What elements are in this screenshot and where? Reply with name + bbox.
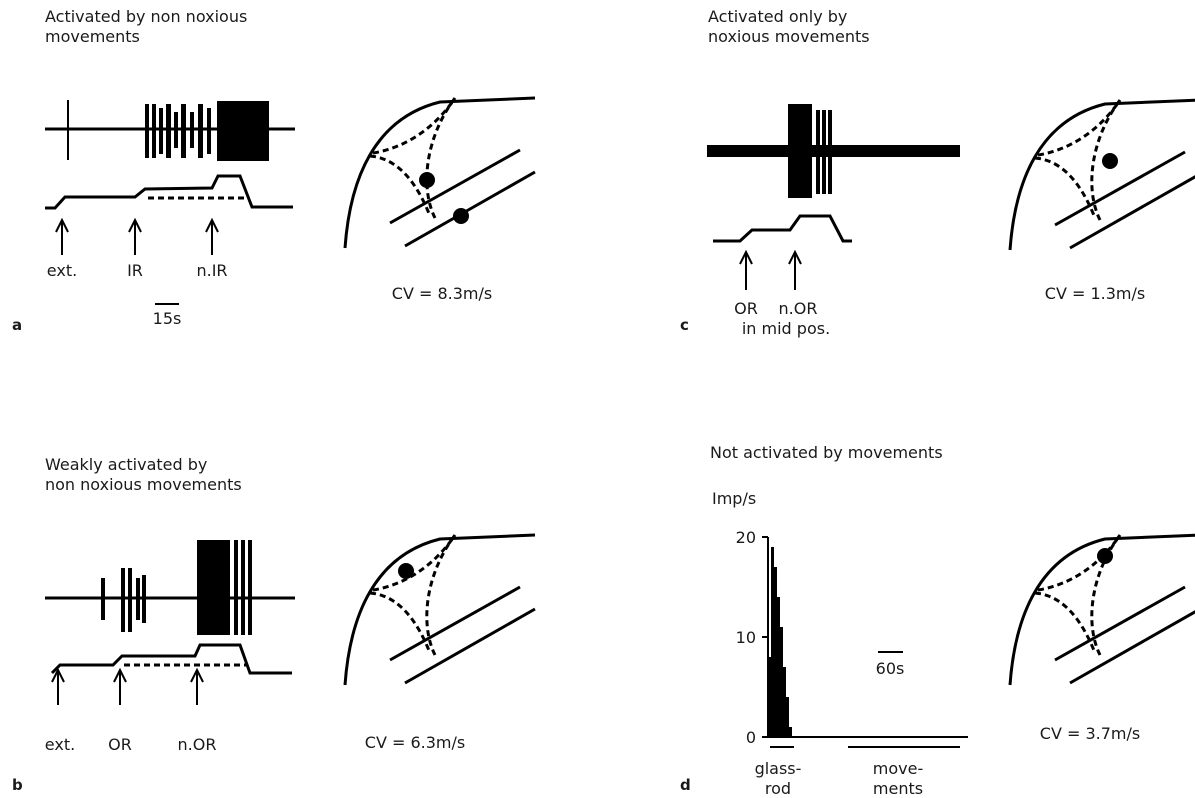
arrows bbox=[56, 220, 218, 255]
receptive-field bbox=[453, 208, 469, 224]
histogram-bar bbox=[774, 567, 777, 737]
marker-label: OR bbox=[734, 299, 758, 318]
stimulus-label: glass- bbox=[755, 759, 802, 778]
spike-train bbox=[707, 104, 960, 198]
histogram-bar bbox=[783, 667, 786, 737]
y-tick-label: 0 bbox=[746, 728, 756, 747]
title: Activated only by bbox=[708, 7, 847, 26]
spike-train bbox=[45, 100, 295, 161]
stimulus-trace bbox=[45, 176, 293, 208]
marker-label: OR bbox=[108, 735, 132, 754]
title: Weakly activated by bbox=[45, 455, 207, 474]
scale-label: 15s bbox=[153, 309, 182, 328]
panel-letter: a bbox=[12, 316, 22, 334]
histogram-bar bbox=[768, 657, 771, 737]
panel-letter: c bbox=[680, 316, 689, 334]
histogram-bar bbox=[777, 597, 780, 737]
joint-diagram bbox=[1010, 100, 1195, 250]
title: Activated by non noxious bbox=[45, 7, 247, 26]
cv-label: CV = 3.7m/s bbox=[1040, 724, 1140, 743]
receptive-field bbox=[1102, 153, 1118, 169]
marker-note: in mid pos. bbox=[742, 319, 830, 338]
cv-label: CV = 8.3m/s bbox=[392, 284, 492, 303]
receptive-field bbox=[398, 563, 414, 579]
joint-diagram bbox=[345, 98, 535, 248]
figure: Activated by non noxious movements ext. … bbox=[0, 0, 1195, 798]
histogram-bar bbox=[789, 727, 792, 737]
stimulus-trace bbox=[52, 645, 292, 673]
receptive-field bbox=[1097, 548, 1113, 564]
marker-label: ext. bbox=[47, 261, 77, 280]
marker-label: n.IR bbox=[196, 261, 227, 280]
receptive-field bbox=[419, 172, 435, 188]
histogram-bar bbox=[771, 547, 774, 737]
title: movements bbox=[45, 27, 140, 46]
stimulus-label: rod bbox=[765, 779, 791, 798]
title: non noxious movements bbox=[45, 475, 242, 494]
panel-letter: b bbox=[12, 776, 23, 794]
marker-label: ext. bbox=[45, 735, 75, 754]
spike-train bbox=[45, 540, 295, 635]
marker-label: n.OR bbox=[779, 299, 818, 318]
cv-label: CV = 1.3m/s bbox=[1045, 284, 1145, 303]
marker-label: n.OR bbox=[178, 735, 217, 754]
arrows bbox=[740, 252, 801, 290]
y-tick-label: 20 bbox=[736, 528, 756, 547]
marker-label: IR bbox=[127, 261, 143, 280]
axis-label: Imp/s bbox=[712, 489, 756, 508]
title: noxious movements bbox=[708, 27, 870, 46]
stimulus-trace bbox=[713, 216, 852, 241]
histogram-bar bbox=[780, 627, 783, 737]
stimulus-label: move- bbox=[873, 759, 923, 778]
panel-letter: d bbox=[680, 776, 691, 794]
scale-label: 60s bbox=[876, 659, 905, 678]
y-tick-label: 10 bbox=[736, 628, 756, 647]
joint-diagram bbox=[345, 535, 535, 685]
title: Not activated by movements bbox=[710, 443, 943, 462]
histogram-bar bbox=[786, 697, 789, 737]
stimulus-label: ments bbox=[873, 779, 923, 798]
histogram: 0 10 20 bbox=[736, 528, 968, 747]
cv-label: CV = 6.3m/s bbox=[365, 733, 465, 752]
arrows bbox=[52, 670, 203, 705]
